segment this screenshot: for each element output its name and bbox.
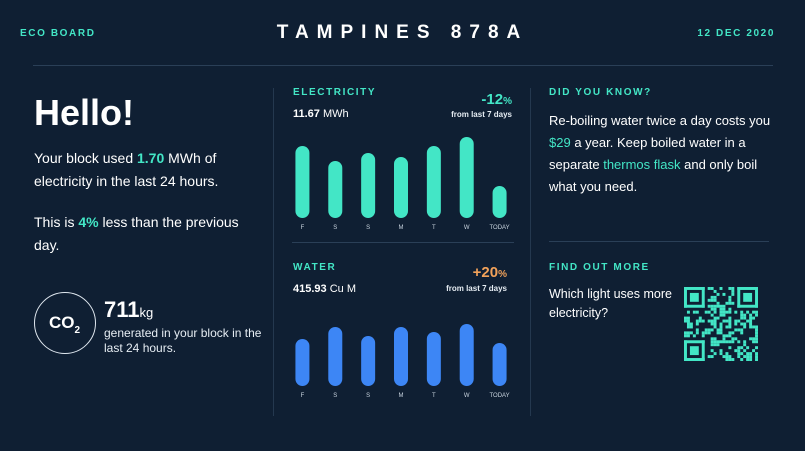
electricity-change-note: from last 7 days: [451, 110, 512, 119]
co2-icon-label: CO2: [35, 313, 94, 336]
electricity-value: 11.67: [293, 108, 320, 120]
electricity-bar: [426, 146, 441, 218]
co2-icon-subscript: 2: [74, 325, 81, 336]
qr-code-graphic: [684, 287, 758, 361]
electricity-label: ELECTRICITY: [293, 87, 377, 98]
co2-icon: CO2: [34, 292, 96, 354]
comparison-text-end: less than the previous day.: [34, 214, 239, 253]
electricity-tick-label: S: [333, 225, 337, 231]
co2-number: 711: [104, 297, 140, 322]
did-you-know-label: DID YOU KNOW?: [549, 87, 652, 98]
water-stat: 415.93 Cu M: [293, 283, 356, 295]
qr-code-icon[interactable]: [684, 287, 758, 361]
electricity-bar: [459, 137, 474, 218]
chart-divider: [292, 242, 514, 243]
electricity-bar: [394, 157, 408, 218]
water-unit: Cu M: [326, 283, 356, 295]
header-divider: [33, 65, 773, 66]
fact-cost-highlight: $29: [549, 135, 571, 150]
fact-thermos-highlight: thermos flask: [603, 157, 681, 172]
electricity-bar: [361, 153, 376, 218]
water-bar: [295, 339, 310, 386]
water-change-note: from last 7 days: [446, 284, 507, 293]
date-label: 12 DEC 2020: [697, 28, 775, 39]
water-bar: [394, 327, 408, 386]
find-out-more-question: Which light uses more electricity?: [549, 287, 672, 320]
find-out-more-label: FIND OUT MORE: [549, 262, 650, 273]
electricity-stat: 11.67 MWh: [293, 108, 349, 120]
co2-icon-text: CO: [48, 313, 75, 332]
water-change-value: +20: [472, 264, 499, 281]
water-tick-label: W: [464, 393, 470, 399]
water-tick-label: T: [432, 393, 436, 399]
fact-text-3: and only boil what you need.: [549, 157, 758, 194]
electricity-change: -12%: [481, 91, 512, 108]
did-you-know-text: Re-boiling water twice a day costs you $…: [549, 110, 779, 198]
water-tick-label: M: [399, 393, 404, 399]
co2-unit: kg: [139, 305, 154, 320]
water-bar: [361, 336, 376, 386]
water-bar: [459, 324, 474, 386]
water-bar-chart: F S S M T W TODAY: [295, 324, 510, 399]
electricity-bar: [295, 146, 310, 218]
electricity-tick-label: S: [366, 225, 370, 231]
co2-description: generated in your block in the last 24 h…: [104, 326, 262, 355]
right-divider: [549, 241, 769, 242]
comparison-summary: This is 4% less than the previous day.: [34, 211, 264, 257]
column-divider-right: [530, 88, 531, 416]
fact-text-1: Re-boiling water twice a day costs you: [549, 113, 771, 128]
water-tick-label: S: [366, 393, 370, 399]
water-value: 415.93: [293, 283, 327, 295]
page-title: TAMPINES 878A: [276, 22, 529, 43]
electricity-bar: [328, 161, 343, 218]
water-chart: F S S M T W TODAY: [290, 318, 520, 403]
usage-text-end: MWh of electricity in the last 24 hours.: [34, 150, 219, 189]
electricity-change-symbol: %: [503, 96, 512, 107]
electricity-tick-label: T: [432, 225, 436, 231]
header-bar: ECO BOARD TAMPINES 878A 12 DEC 2020: [0, 0, 805, 66]
electricity-tick-label: M: [399, 225, 404, 231]
electricity-chart: F S S M T W TODAY: [290, 130, 520, 235]
usage-value: 1.70: [137, 150, 165, 166]
water-bar: [492, 343, 507, 386]
water-change: +20%: [473, 264, 507, 281]
electricity-unit: MWh: [319, 108, 349, 120]
electricity-bar: [492, 186, 507, 218]
brand-label: ECO BOARD: [20, 28, 96, 39]
co2-value: 711kg: [104, 297, 153, 323]
water-tick-label: F: [301, 393, 305, 399]
electricity-change-value: -12: [481, 91, 504, 108]
fact-text-2: a year. Keep boiled water in a separate: [549, 135, 746, 172]
electricity-tick-label: W: [464, 225, 470, 231]
comparison-value: 4%: [78, 214, 99, 230]
comparison-text-start: This is: [34, 214, 79, 230]
column-divider-left: [273, 88, 274, 416]
electricity-tick-label: TODAY: [490, 225, 510, 231]
water-bar: [426, 332, 441, 386]
water-bar: [328, 327, 343, 386]
usage-summary: Your block used 1.70 MWh of electricity …: [34, 147, 264, 193]
electricity-tick-label: F: [301, 225, 305, 231]
electricity-bar-chart: F S S M T W TODAY: [295, 137, 510, 231]
water-tick-label: S: [333, 393, 337, 399]
water-change-symbol: %: [498, 269, 507, 280]
water-label: WATER: [293, 262, 337, 273]
usage-text-start: Your block used: [34, 150, 137, 166]
water-tick-label: TODAY: [490, 393, 510, 399]
greeting-heading: Hello!: [34, 92, 135, 133]
